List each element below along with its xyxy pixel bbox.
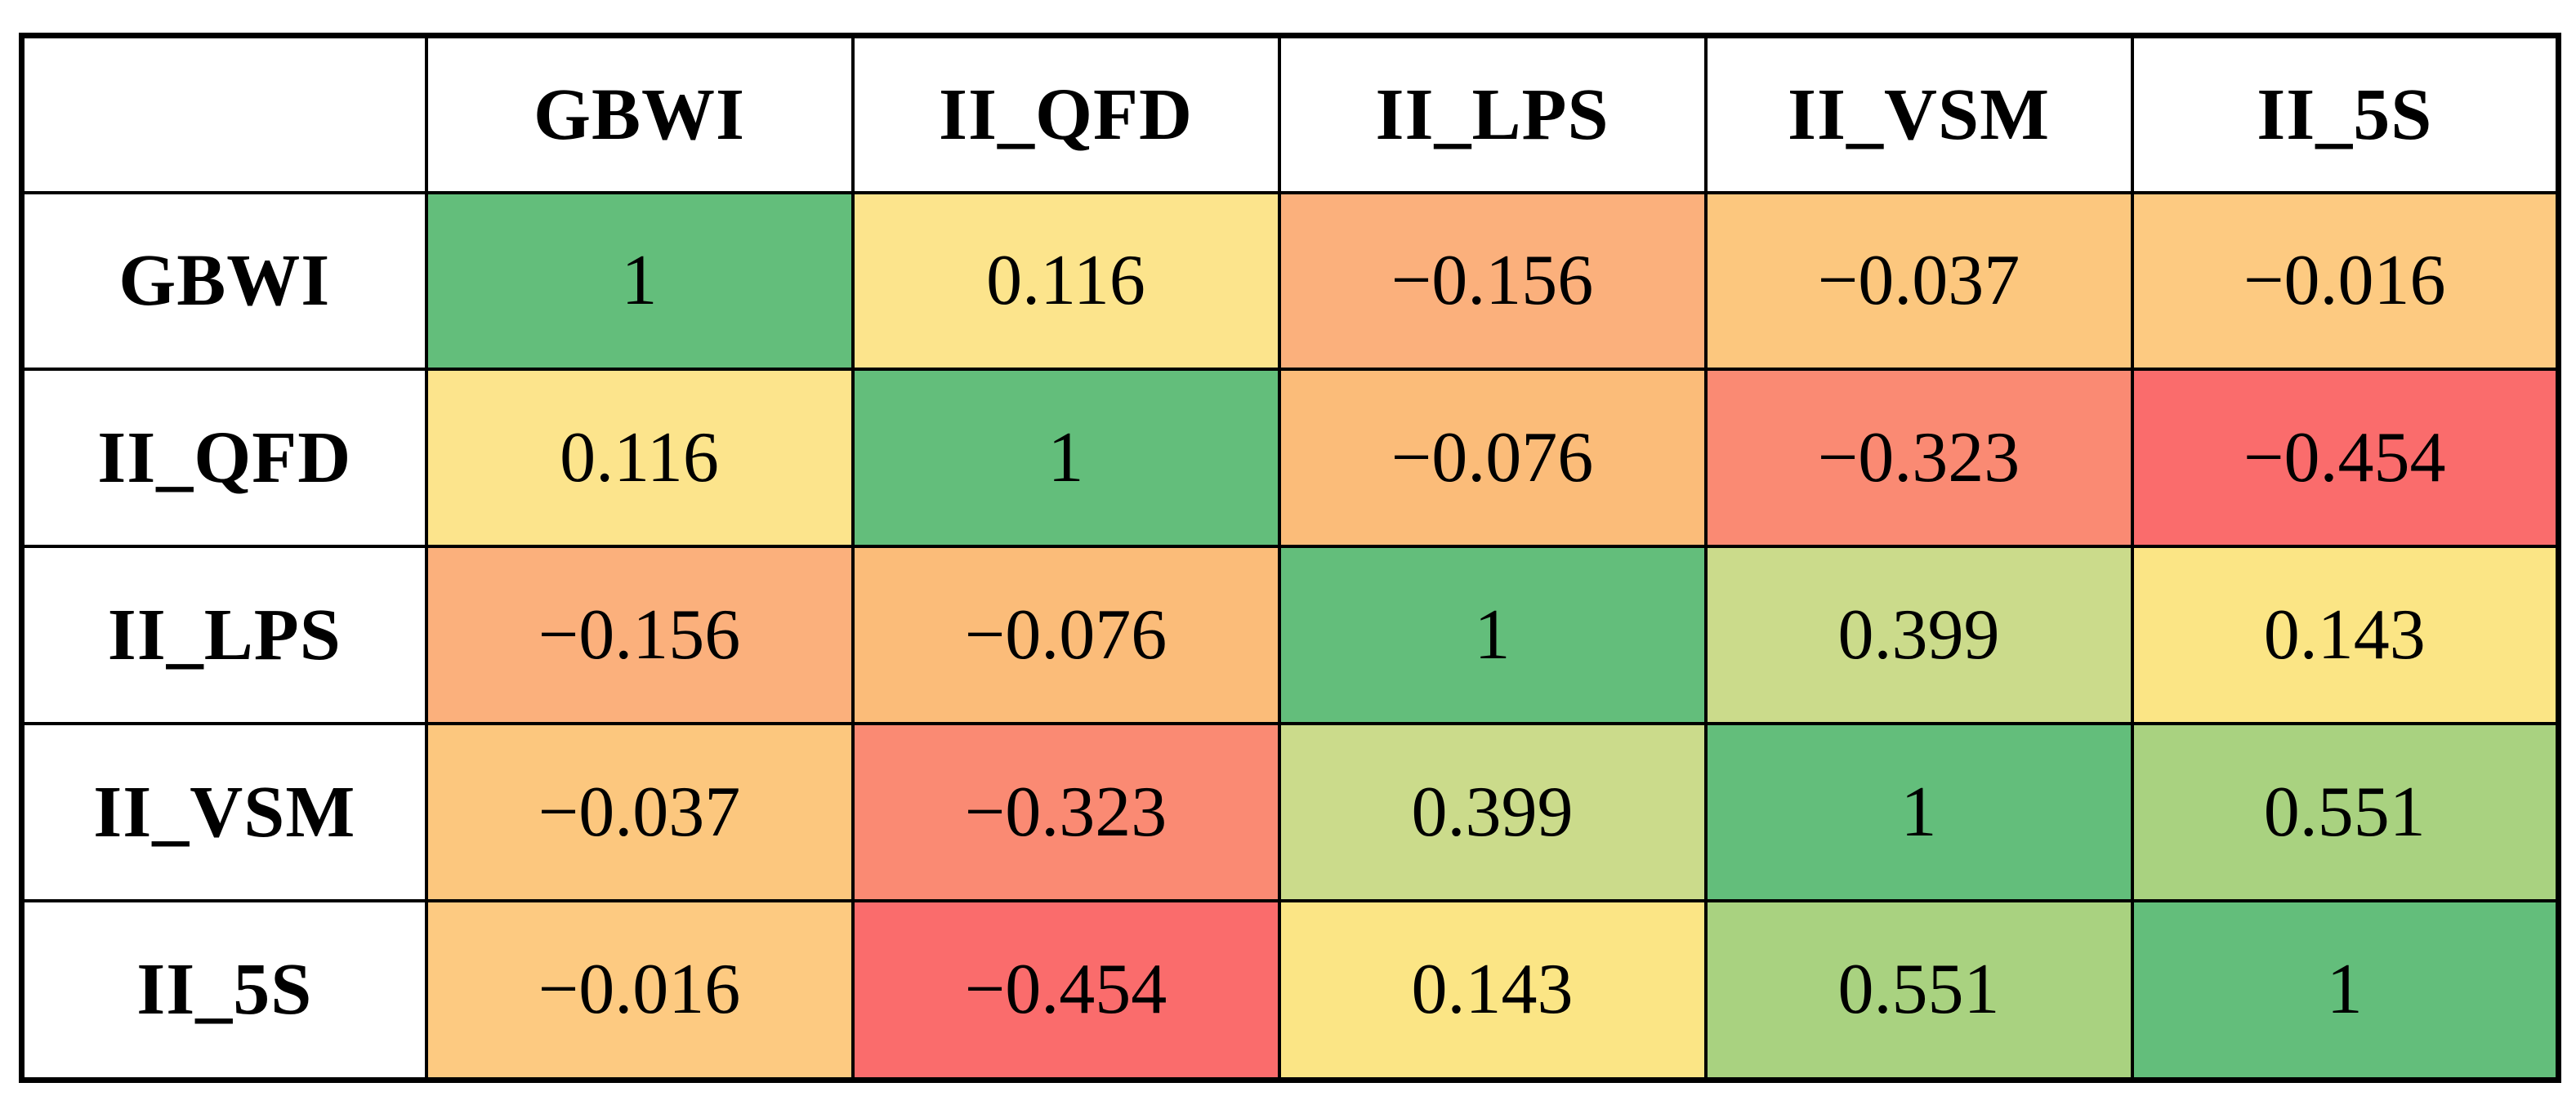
- matrix-cell: 1: [1703, 721, 2134, 902]
- col-header-ii-qfd: II_QFD: [850, 33, 1281, 194]
- row-header-gbwi: GBWI: [20, 190, 428, 372]
- matrix-cell: 1: [850, 368, 1281, 549]
- matrix-cell: 0.399: [1277, 721, 1708, 902]
- row-header-ii-vsm: II_VSM: [20, 721, 428, 902]
- matrix-cell: 1: [2130, 898, 2560, 1082]
- matrix-cell: −0.454: [2130, 368, 2560, 549]
- matrix-cell: 0.116: [424, 368, 855, 549]
- matrix-cell: 0.143: [1277, 898, 1708, 1082]
- matrix-cell: 0.551: [1703, 898, 2134, 1082]
- matrix-cell: −0.037: [1703, 190, 2134, 372]
- table-row-ii-5s: II_5S −0.016 −0.454 0.143 0.551 1: [20, 898, 2560, 1082]
- matrix-cell: −0.323: [850, 721, 1281, 902]
- matrix-cell: −0.037: [424, 721, 855, 902]
- matrix-cell: 0.143: [2130, 545, 2560, 725]
- matrix-cell: −0.016: [2130, 190, 2560, 372]
- matrix-cell: 0.116: [850, 190, 1281, 372]
- matrix-cell: 0.399: [1703, 545, 2134, 725]
- matrix-cell: −0.156: [1277, 190, 1708, 372]
- col-header-gbwi: GBWI: [424, 33, 855, 194]
- header-row: GBWI II_QFD II_LPS II_VSM II_5S: [20, 33, 2560, 194]
- matrix-cell: −0.156: [424, 545, 855, 725]
- col-header-ii-5s: II_5S: [2130, 33, 2560, 194]
- col-header-ii-vsm: II_VSM: [1703, 33, 2134, 194]
- table-row-ii-qfd: II_QFD 0.116 1 −0.076 −0.323 −0.454: [20, 368, 2560, 549]
- matrix-cell: 1: [424, 190, 855, 372]
- matrix-cell: −0.454: [850, 898, 1281, 1082]
- table-row-gbwi: GBWI 1 0.116 −0.156 −0.037 −0.016: [20, 190, 2560, 372]
- matrix-cell: 0.551: [2130, 721, 2560, 902]
- correlation-matrix: GBWI II_QFD II_LPS II_VSM II_5S GBWI 1 0…: [19, 33, 2561, 1083]
- matrix-cell: 1: [1277, 545, 1708, 725]
- row-header-ii-5s: II_5S: [20, 898, 428, 1082]
- table-row-ii-vsm: II_VSM −0.037 −0.323 0.399 1 0.551: [20, 721, 2560, 902]
- table-row-ii-lps: II_LPS −0.156 −0.076 1 0.399 0.143: [20, 545, 2560, 725]
- matrix-cell: −0.016: [424, 898, 855, 1082]
- col-header-ii-lps: II_LPS: [1277, 33, 1708, 194]
- correlation-table: GBWI II_QFD II_LPS II_VSM II_5S GBWI 1 0…: [19, 33, 2561, 1083]
- row-header-ii-lps: II_LPS: [20, 545, 428, 725]
- row-header-ii-qfd: II_QFD: [20, 368, 428, 549]
- corner-cell: [20, 33, 428, 194]
- matrix-cell: −0.323: [1703, 368, 2134, 549]
- matrix-cell: −0.076: [1277, 368, 1708, 549]
- matrix-cell: −0.076: [850, 545, 1281, 725]
